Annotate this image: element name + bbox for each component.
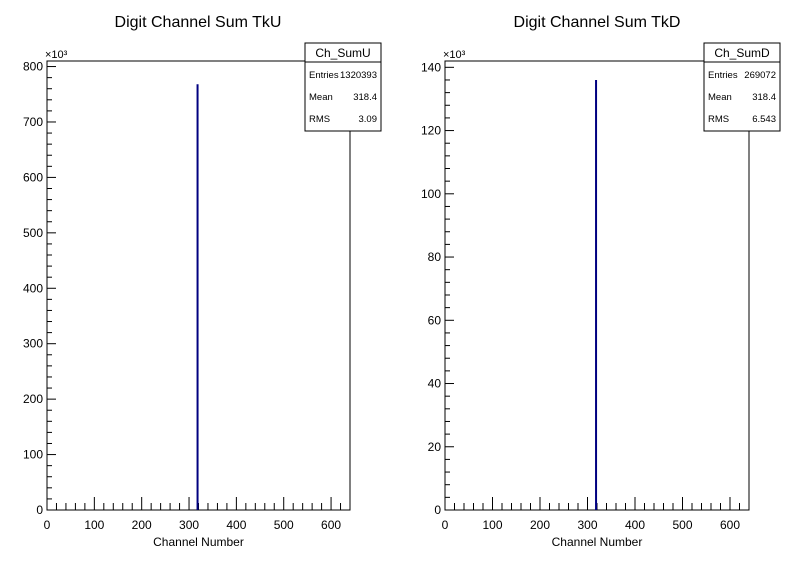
y-multiplier-label: ×10³: [443, 49, 466, 61]
stats-label: Entries: [708, 70, 738, 81]
x-axis-label: Channel Number: [552, 535, 643, 549]
y-multiplier-label: ×10³: [45, 49, 68, 61]
y-tick-label: 140: [421, 60, 441, 74]
x-axis-label: Channel Number: [153, 535, 244, 549]
x-tick-label: 400: [625, 518, 645, 532]
x-tick-label: 100: [84, 518, 104, 532]
stats-value: 1320393: [340, 70, 377, 81]
y-tick-label: 100: [421, 187, 441, 201]
x-tick-label: 500: [274, 518, 294, 532]
x-tick-label: 200: [530, 518, 550, 532]
x-tick-label: 100: [482, 518, 502, 532]
y-tick-label: 120: [421, 124, 441, 138]
stats-label: Mean: [309, 92, 333, 103]
stats-value: 269072: [744, 70, 776, 81]
y-tick-label: 100: [23, 448, 43, 462]
x-tick-label: 0: [44, 518, 51, 532]
y-tick-label: 0: [36, 503, 43, 517]
x-tick-label: 600: [720, 518, 740, 532]
y-tick-label: 800: [23, 60, 43, 74]
x-tick-label: 300: [179, 518, 199, 532]
x-tick-label: 200: [132, 518, 152, 532]
stats-value: 6.543: [752, 114, 776, 125]
chart-title: Digit Channel Sum TkU: [115, 14, 282, 31]
stats-label: Mean: [708, 92, 732, 103]
y-tick-label: 600: [23, 170, 43, 184]
y-tick-label: 500: [23, 226, 43, 240]
chart-title: Digit Channel Sum TkD: [514, 14, 681, 31]
y-tick-label: 20: [428, 440, 442, 454]
stats-box-name: Ch_SumU: [315, 46, 370, 60]
x-tick-label: 300: [577, 518, 597, 532]
y-tick-label: 300: [23, 337, 43, 351]
x-tick-label: 500: [672, 518, 692, 532]
stats-value: 318.4: [752, 92, 776, 103]
stats-box-name: Ch_SumD: [714, 46, 770, 60]
y-tick-label: 200: [23, 392, 43, 406]
stats-value: 318.4: [353, 92, 377, 103]
y-tick-label: 0: [434, 503, 441, 517]
y-tick-label: 400: [23, 281, 43, 295]
stats-label: RMS: [708, 114, 729, 125]
y-tick-label: 700: [23, 115, 43, 129]
x-tick-label: 400: [226, 518, 246, 532]
stats-label: Entries: [309, 70, 339, 81]
stats-value: 3.09: [359, 114, 378, 125]
x-tick-label: 600: [321, 518, 341, 532]
x-tick-label: 0: [442, 518, 449, 532]
stats-box: [304, 42, 382, 132]
stats-label: RMS: [309, 114, 330, 125]
stats-box: [703, 42, 781, 132]
y-tick-label: 60: [428, 313, 442, 327]
y-tick-label: 80: [428, 250, 442, 264]
y-tick-label: 40: [428, 377, 442, 391]
